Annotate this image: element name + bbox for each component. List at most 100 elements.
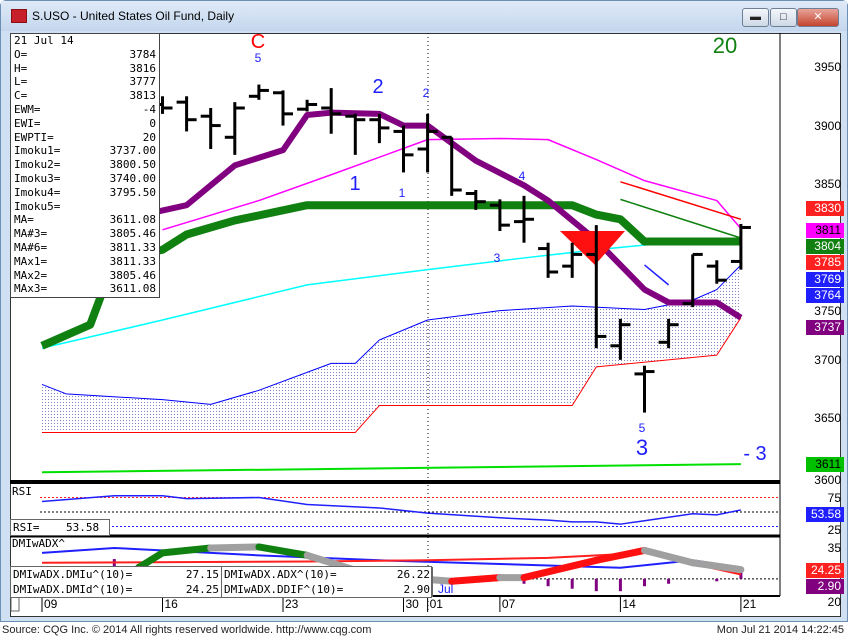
data-key: EWI=: [14, 116, 41, 130]
data-key: 21 Jul 14: [14, 34, 74, 47]
adx-segment: [134, 549, 166, 572]
data-row: MAx2= 3805.46: [14, 269, 156, 283]
ohlc-bar: [321, 88, 342, 134]
data-row: EWPTI= 20: [14, 131, 156, 145]
ohlc-bar: [538, 242, 559, 278]
data-row: Imoku4= 3795.50: [14, 186, 156, 200]
data-key: C=: [14, 89, 28, 103]
data-key: MA#6=: [14, 240, 48, 254]
dmi-value: 2.90: [403, 583, 431, 596]
data-row: H= 3816: [14, 62, 156, 76]
month-label: Jul: [438, 582, 453, 596]
ohlc-bar: [586, 225, 607, 349]
price-badge: 3769: [806, 272, 844, 288]
window-title: S.USO - United States Oil Fund, Daily: [32, 9, 235, 23]
data-value: 3816: [129, 61, 157, 75]
line-trend: [620, 198, 742, 239]
adx-segment: [689, 559, 745, 574]
maximize-button[interactable]: □: [770, 8, 797, 27]
data-key: MA#3=: [14, 227, 48, 241]
date-label: 07: [502, 597, 516, 611]
data-value: 3805.46: [109, 268, 156, 282]
wave-label: - 3: [743, 443, 766, 465]
price-badge: 3811: [806, 222, 844, 238]
data-row: MA#3= 3805.46: [14, 227, 156, 241]
ohlc-bar: [297, 99, 318, 112]
dmi-key: DMIwADX.DMId^(10)=: [13, 583, 133, 596]
line-trend: [644, 264, 670, 286]
data-key: Imoku4=: [14, 185, 61, 199]
data-value: 3737.00: [109, 144, 156, 158]
wave-label: 2: [372, 76, 383, 98]
ohlc-bar: [345, 113, 366, 155]
data-key: Imoku1=: [14, 144, 61, 158]
price-tick: 3950: [814, 60, 841, 74]
wave-label: C: [251, 31, 265, 53]
data-key: MAx3=: [14, 282, 48, 296]
data-row: Imoku5=: [14, 200, 156, 214]
price-tick: 3700: [814, 352, 841, 367]
adx-segment: [207, 543, 263, 552]
source-footer: Source: CQG Inc. © 2014 All rights reser…: [2, 624, 372, 636]
ohlc-bar: [514, 195, 534, 243]
ohlc-bar: [273, 90, 293, 126]
data-key: EWM=: [14, 102, 41, 116]
data-key: L=: [14, 75, 28, 89]
dmi-down-badge: 24.25: [806, 563, 844, 579]
data-key: MAx1=: [14, 254, 48, 268]
price-tick: 3850: [814, 177, 841, 192]
ohlc-bar: [248, 84, 269, 100]
adx-segment: [592, 546, 648, 564]
price-tick: 3650: [814, 411, 841, 426]
data-key: MA=: [14, 213, 34, 227]
data-value: 3811.33: [109, 240, 156, 254]
data-value: 0: [149, 116, 156, 130]
wave-label: 5: [639, 421, 646, 435]
close-button[interactable]: ✕: [797, 8, 839, 27]
rsi-tick: 25: [827, 522, 841, 537]
ohlc-bar: [489, 199, 510, 231]
ohlc-bar: [176, 96, 197, 132]
ohlc-bar: [682, 252, 703, 308]
ohlc-bar: [224, 102, 245, 155]
data-value: 3800.50: [109, 158, 156, 172]
wave-label: 1: [399, 186, 406, 200]
rsi-title: RSI: [12, 485, 32, 498]
ohlc-bar: [369, 113, 390, 144]
data-row: MA#6= 3811.33: [14, 241, 156, 255]
ohlc-bar: [610, 318, 631, 360]
dmi-value: 27.15: [185, 568, 219, 581]
minimize-button[interactable]: ▬: [742, 8, 769, 27]
data-row: Imoku1= 3737.00: [14, 144, 156, 158]
rsi-badge: 53.58: [806, 506, 844, 522]
date-label: 16: [165, 597, 179, 611]
dmi-row: DMIwADX.DDIF^(10)= 2.90: [222, 582, 433, 597]
wave-label: 20: [713, 33, 737, 58]
dmi-value-box: DMIwADX.DMIu^(10)= 27.15 DMIwADX.ADX^(10)=…: [10, 566, 433, 598]
dmi-key: DMIwADX.DMIu^(10)=: [13, 568, 133, 581]
dmi-row: DMIwADX.ADX^(10)= 26.22: [222, 567, 433, 582]
price-badge: 3830: [806, 200, 844, 216]
dmi-value: 24.25: [185, 583, 219, 596]
sell-signal-triangle: [560, 231, 625, 265]
cqg-app-icon: [11, 9, 27, 23]
wave-label: 4: [519, 169, 526, 183]
data-row: Imoku2= 3800.50: [14, 158, 156, 172]
data-row: L= 3777: [14, 75, 156, 89]
date-label: 09: [44, 597, 58, 611]
data-row: MAx3= 3611.08: [14, 282, 156, 296]
data-key: O=: [14, 47, 28, 61]
data-row: O= 3784: [14, 48, 156, 62]
line-imoku3: [42, 317, 742, 433]
dmi-title: DMIwADX^: [12, 537, 65, 550]
dmi-value: 26.22: [396, 568, 430, 581]
date-label: 14: [622, 597, 636, 611]
price-badge: 3785: [806, 254, 844, 270]
data-value: 3813: [129, 89, 157, 103]
rsi-value: 53.58: [66, 521, 100, 534]
data-row: Imoku3= 3740.00: [14, 172, 156, 186]
ohlc-bar: [393, 125, 414, 173]
line-imoku5: [41, 239, 741, 349]
data-value: 20: [142, 130, 156, 144]
ohlc-bar: [200, 107, 221, 149]
